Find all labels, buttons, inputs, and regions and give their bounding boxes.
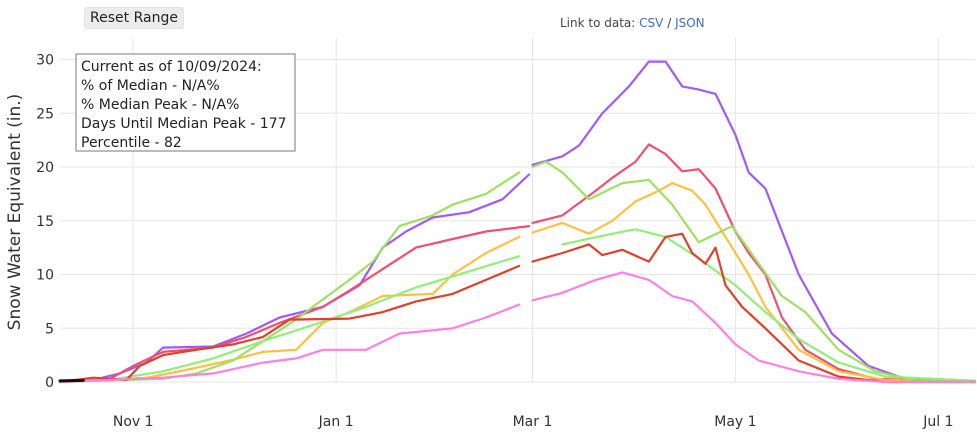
y-tick-label: 25 — [36, 106, 54, 122]
y-tick-label: 20 — [36, 160, 54, 176]
x-tick-label: Jul 1 — [922, 414, 953, 430]
x-tick-label: Nov 1 — [113, 414, 154, 430]
annotation-line-5: Percentile - 82 — [81, 135, 182, 151]
reset-range-button[interactable]: Reset Range — [84, 7, 184, 29]
series-line-7 — [58, 271, 977, 384]
y-axis-label: Snow Water Equivalent (in.) — [5, 94, 25, 331]
annotation-line-3: % Median Peak - N/A% — [81, 97, 239, 113]
csv-link[interactable]: CSV — [639, 16, 664, 30]
grid — [60, 38, 975, 383]
y-tick-label: 0 — [45, 375, 54, 391]
x-tick-label: Jan 1 — [318, 414, 354, 430]
data-links: Link to data: CSV / JSON — [560, 16, 705, 30]
y-tick-label: 10 — [36, 268, 54, 284]
axes: 0 5 10 15 20 25 30 Nov 1 Jan 1 Mar 1 May 1 Jul 1 — [36, 53, 953, 431]
y-tick-label: 15 — [36, 214, 54, 230]
y-tick-label: 5 — [45, 321, 54, 337]
y-tick-label: 30 — [36, 53, 54, 69]
x-tick-label: Mar 1 — [513, 414, 553, 430]
json-link[interactable]: JSON — [675, 16, 705, 30]
series-group — [58, 60, 977, 384]
annotation-line-1: Current as of 10/09/2024: — [81, 59, 262, 75]
info-annotation: Current as of 10/09/2024: % of Median - … — [75, 53, 296, 152]
series-line-4 — [58, 160, 977, 384]
links-separator: / — [667, 16, 672, 30]
series-line-5 — [58, 228, 977, 384]
data-links-prefix: Link to data: — [560, 16, 636, 30]
series-line-6 — [58, 232, 977, 384]
annotation-line-2: % of Median - N/A% — [81, 78, 220, 94]
series-line-8 — [58, 378, 85, 383]
x-tick-label: May 1 — [714, 414, 756, 430]
series-line-3 — [58, 182, 977, 384]
annotation-line-4: Days Until Median Peak - 177 — [81, 116, 287, 132]
